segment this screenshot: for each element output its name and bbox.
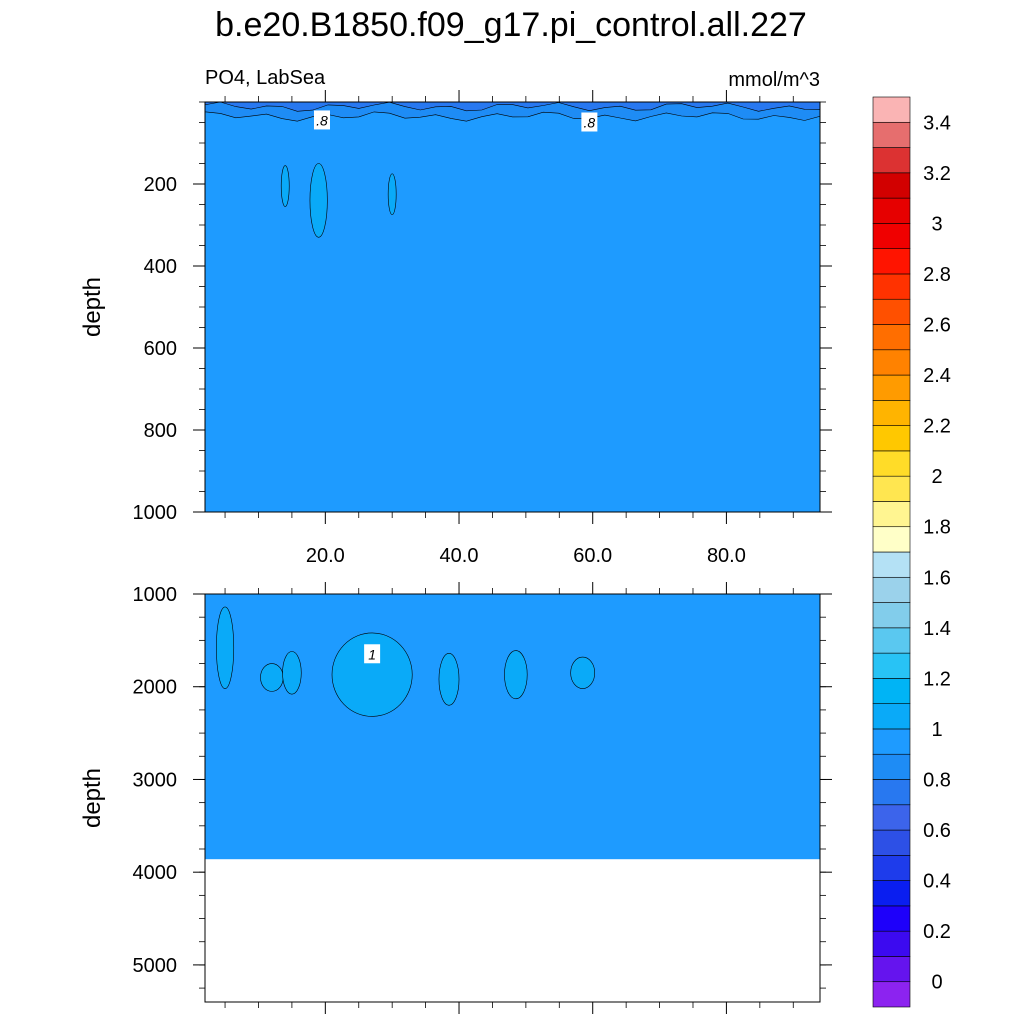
chart-title: b.e20.B1850.f09_g17.pi_control.all.227	[215, 6, 807, 44]
x-tick-label: 20.0	[306, 545, 345, 567]
colorbar-label: 2.4	[923, 365, 951, 387]
colorbar-label: 0.2	[923, 921, 951, 943]
colorbar-bin	[872, 324, 911, 351]
colorbar-bin	[872, 425, 911, 452]
colorbar-bin	[872, 576, 911, 603]
colorbar-bin	[872, 223, 911, 249]
colorbar-bin	[872, 678, 911, 704]
y-tick-label: 2000	[133, 677, 178, 699]
contour-label-box	[364, 644, 381, 664]
contour-blob	[570, 656, 596, 689]
colorbar-bin	[872, 804, 911, 831]
y-tick-label: 800	[144, 420, 177, 442]
colorbar-label: 3.4	[923, 112, 951, 134]
colorbar-bin	[872, 147, 911, 174]
upper-depth-panel: .8 .8 200 400 600 800 1000 20.0 40.0 60.0 80.0 dept…	[79, 90, 832, 567]
colorbar-label: 2.6	[923, 315, 951, 337]
colorbar-bin	[872, 627, 911, 654]
contour-blob	[216, 606, 235, 689]
colorbar-label: 1.6	[923, 567, 951, 589]
colorbar-bin	[872, 273, 911, 300]
colorbar-bin	[872, 400, 911, 426]
colorbar-bin	[872, 703, 911, 730]
colorbar-bin	[872, 779, 911, 806]
y-tick-label: 600	[144, 338, 177, 360]
colorbar-bin	[872, 855, 911, 881]
y-tick-label: 4000	[133, 862, 178, 884]
x-tick-label: 60.0	[573, 545, 612, 567]
colorbar-label: 2.2	[923, 416, 951, 438]
colorbar-bin	[872, 728, 911, 755]
y-tick-label: 3000	[133, 769, 178, 791]
colorbar-bin	[872, 172, 911, 199]
colorbar-label: 3	[931, 213, 942, 235]
colorbar-label: 2	[931, 466, 942, 488]
contour-blob	[387, 173, 397, 216]
colorbar-bin	[872, 829, 911, 856]
contour-label-box	[581, 112, 598, 132]
colorbar-bin	[872, 298, 911, 325]
y-axis-label: depth	[79, 768, 106, 828]
colorbar-bin	[872, 475, 911, 502]
colorbar-bin	[872, 905, 911, 932]
contour-blob	[309, 163, 328, 238]
colorbar-label: 0.6	[923, 820, 951, 842]
contour-blob	[280, 165, 290, 207]
colorbar-label: 3.2	[923, 163, 951, 185]
contour-blob	[260, 663, 284, 692]
colorbar: 0 0.2 0.4 0.6 0.8 1 1.2 1.4 1.6 1.8 2 2.2 2.4 2.6 2.8 3…	[872, 96, 951, 1008]
colorbar-bin	[872, 96, 911, 123]
colorbar-bin	[872, 880, 911, 907]
colorbar-bin	[872, 602, 911, 629]
colorbar-label: 0	[931, 972, 942, 994]
units-label: mmol/m^3	[728, 69, 820, 91]
field-background	[205, 102, 820, 512]
contour-blob	[331, 632, 413, 717]
colorbar-bin	[872, 121, 911, 148]
x-tick-label: 80.0	[707, 545, 746, 567]
colorbar-bin	[872, 450, 911, 477]
colorbar-label: 1	[931, 719, 942, 741]
y-tick-label: 1000	[133, 584, 178, 606]
colorbar-bin	[872, 248, 911, 275]
x-tick-label: 40.0	[440, 545, 479, 567]
y-tick-label: 200	[144, 174, 177, 196]
contour-label: .8	[316, 112, 328, 128]
colorbar-bin	[872, 930, 911, 957]
colorbar-label: 1.8	[923, 517, 951, 539]
colorbar-bin	[872, 652, 911, 679]
colorbar-bin	[872, 551, 911, 578]
colorbar-bin	[872, 349, 911, 376]
y-tick-label: 5000	[133, 955, 178, 977]
colorbar-bin	[872, 501, 911, 528]
contour-blob	[438, 653, 460, 706]
variable-region-label: PO4, LabSea	[205, 67, 326, 89]
lower-depth-panel: 1 1000 2000 3000 4000 5000 depth	[79, 582, 832, 1014]
contour-label: .8	[584, 115, 596, 131]
colorbar-bin	[872, 956, 911, 983]
colorbar-label: 1.4	[923, 618, 951, 640]
colorbar-bin	[872, 526, 911, 553]
colorbar-bin	[872, 981, 911, 1008]
contour-blob	[504, 650, 528, 700]
y-axis-label: depth	[79, 277, 106, 337]
colorbar-bin	[872, 374, 911, 401]
field-background	[205, 594, 820, 860]
surface-contour-band	[204, 101, 821, 112]
colorbar-label: 0.4	[923, 871, 951, 893]
contour-blob	[282, 651, 302, 695]
y-tick-label: 400	[144, 256, 177, 278]
contour-label-box	[313, 110, 330, 130]
colorbar-bin	[872, 197, 911, 224]
contour-label: 1	[368, 646, 376, 662]
colorbar-bin	[872, 753, 911, 780]
colorbar-label: 2.8	[923, 264, 951, 286]
plot-frame	[204, 593, 821, 1003]
colorbar-label: 1.2	[923, 668, 951, 690]
y-tick-label: 1000	[133, 502, 178, 524]
colorbar-label: 0.8	[923, 770, 951, 792]
